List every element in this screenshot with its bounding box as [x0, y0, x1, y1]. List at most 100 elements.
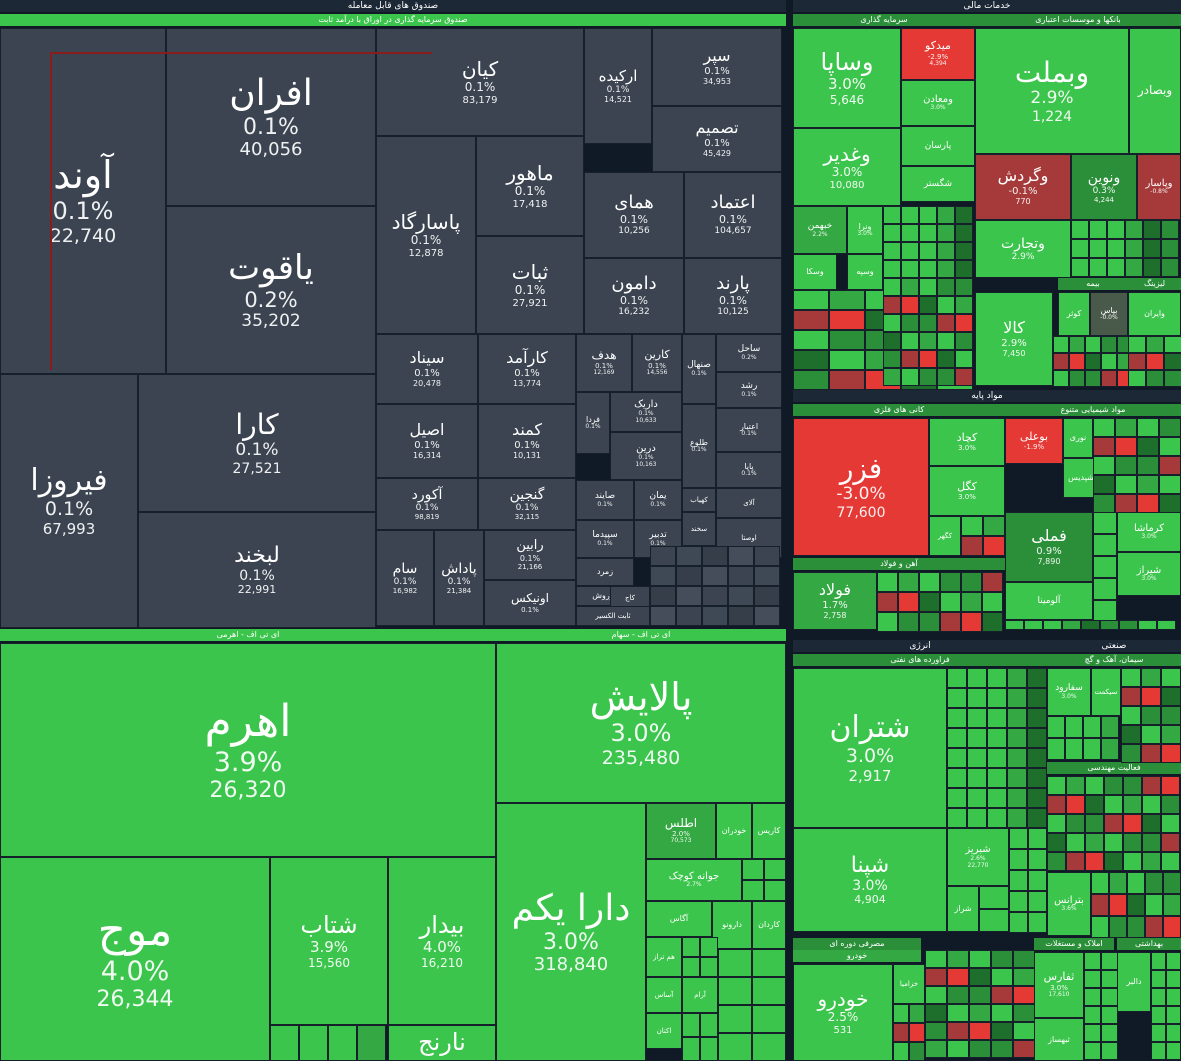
treemap-tile-small[interactable]	[1013, 1022, 1035, 1040]
treemap-tile-small[interactable]	[718, 1033, 752, 1061]
treemap-tile-small[interactable]	[947, 668, 967, 688]
treemap-tile[interactable]: سیناد 0.1% 20,478	[376, 334, 478, 404]
treemap-tile-small[interactable]	[1047, 814, 1066, 833]
treemap-tile-small[interactable]	[937, 350, 955, 368]
treemap-tile[interactable]: فولاد 1.7% 2,758	[793, 572, 877, 630]
treemap-tile-small[interactable]	[1007, 668, 1027, 688]
treemap-tile[interactable]: دامون 0.1% 16,232	[584, 258, 684, 334]
treemap-tile-small[interactable]	[1066, 833, 1085, 852]
treemap-tile-small[interactable]	[1104, 795, 1123, 814]
treemap-tile-small[interactable]	[1137, 456, 1159, 475]
treemap-tile-small[interactable]	[877, 612, 898, 632]
treemap-tile-small[interactable]	[718, 949, 752, 977]
treemap-tile-small[interactable]	[1104, 776, 1123, 795]
treemap-tile-small[interactable]	[969, 986, 991, 1004]
treemap-tile-small[interactable]	[299, 1025, 328, 1061]
treemap-tile-small[interactable]	[991, 1004, 1013, 1022]
treemap-tile-small[interactable]	[1007, 728, 1027, 748]
treemap-tile[interactable]: یمان 0.1%	[634, 480, 682, 520]
treemap-tile[interactable]: کاردان	[752, 901, 786, 949]
treemap-tile-small[interactable]	[1028, 891, 1047, 912]
treemap-tile-small[interactable]	[1123, 833, 1142, 852]
treemap-tile-small[interactable]	[961, 572, 982, 592]
treemap-tile-small[interactable]	[1164, 353, 1181, 370]
treemap-tile[interactable]: وساپا 3.0% 5,646	[793, 28, 901, 128]
treemap-tile-small[interactable]	[1138, 620, 1157, 630]
treemap-tile-small[interactable]	[1161, 239, 1179, 258]
treemap-tile-small[interactable]	[754, 566, 780, 586]
treemap-tile-small[interactable]	[700, 957, 718, 977]
treemap-tile-small[interactable]	[1013, 968, 1035, 986]
treemap-tile-small[interactable]	[1163, 894, 1181, 916]
treemap-tile-small[interactable]	[1085, 336, 1101, 353]
treemap-tile[interactable]: ونوین 0.3% 4,244	[1071, 154, 1137, 220]
treemap-tile-small[interactable]	[883, 206, 901, 224]
treemap-tile-small[interactable]	[919, 592, 940, 612]
treemap-tile-small[interactable]	[955, 278, 973, 296]
treemap-tile-small[interactable]	[1151, 1042, 1166, 1060]
treemap-tile[interactable]: ثبهساز	[1034, 1018, 1084, 1061]
treemap-tile-small[interactable]	[793, 290, 829, 310]
treemap-tile[interactable]: اکتان	[646, 1013, 682, 1049]
treemap-tile-small[interactable]	[877, 592, 898, 612]
treemap-tile-small[interactable]	[955, 224, 973, 242]
treemap-tile[interactable]: ساحل 0.2%	[716, 334, 782, 372]
treemap-tile-small[interactable]	[1084, 1042, 1101, 1060]
treemap-tile-small[interactable]	[702, 566, 728, 586]
treemap-tile-small[interactable]	[1151, 970, 1166, 988]
treemap-tile-small[interactable]	[1047, 795, 1066, 814]
treemap-tile-small[interactable]	[1121, 668, 1141, 687]
treemap-tile-small[interactable]	[754, 586, 780, 606]
treemap-tile-small[interactable]	[925, 968, 947, 986]
treemap-tile-small[interactable]	[991, 986, 1013, 1004]
treemap-tile-small[interactable]	[1089, 239, 1107, 258]
treemap-tile-small[interactable]	[1013, 1004, 1035, 1022]
treemap-tile-small[interactable]	[1145, 916, 1163, 938]
treemap-tile-small[interactable]	[955, 314, 973, 332]
treemap-tile-small[interactable]	[909, 1042, 925, 1061]
treemap-tile-small[interactable]	[1119, 620, 1138, 630]
treemap-tile[interactable]: خودران	[716, 803, 752, 859]
treemap-tile-small[interactable]	[1069, 336, 1085, 353]
treemap-tile-small[interactable]	[919, 350, 937, 368]
treemap-tile-small[interactable]	[1141, 744, 1161, 763]
treemap-tile-small[interactable]	[1161, 833, 1180, 852]
treemap-tile[interactable]: خودرو 2.5% 531	[793, 964, 893, 1061]
treemap-tile-small[interactable]	[764, 859, 786, 880]
treemap-tile-small[interactable]	[1141, 725, 1161, 744]
treemap-tile-small[interactable]	[1151, 1006, 1166, 1024]
treemap-tile-small[interactable]	[1142, 833, 1161, 852]
treemap-tile[interactable]: سپر 0.1% 34,953	[652, 28, 782, 106]
treemap-tile[interactable]: سخند	[682, 512, 716, 546]
treemap-tile-small[interactable]	[919, 296, 937, 314]
treemap-tile-small[interactable]	[955, 260, 973, 278]
treemap-tile-small[interactable]	[919, 572, 940, 592]
treemap-tile[interactable]: بترانس 3.6%	[1047, 872, 1091, 936]
treemap-tile[interactable]: آلومینا	[1005, 582, 1093, 620]
treemap-tile-small[interactable]	[1166, 988, 1181, 1006]
treemap-tile-small[interactable]	[947, 748, 967, 768]
treemap-tile-small[interactable]	[1085, 833, 1104, 852]
treemap-tile-small[interactable]	[1065, 716, 1083, 738]
treemap-tile-small[interactable]	[937, 296, 955, 314]
treemap-tile-small[interactable]	[947, 968, 969, 986]
treemap-tile-small[interactable]	[947, 688, 967, 708]
treemap-tile-small[interactable]	[1101, 1006, 1118, 1024]
treemap-tile-small[interactable]	[947, 1022, 969, 1040]
treemap-tile-small[interactable]	[1101, 370, 1117, 387]
treemap-tile-small[interactable]	[793, 330, 829, 350]
treemap-tile[interactable]: کاریس	[752, 803, 786, 859]
treemap-tile[interactable]: میدکو -2.9% 4,394	[901, 28, 975, 80]
treemap-tile[interactable]: آلای	[716, 488, 782, 518]
treemap-tile-small[interactable]	[1161, 814, 1180, 833]
treemap-tile-small[interactable]	[1141, 706, 1161, 725]
treemap-tile-small[interactable]	[1164, 336, 1181, 353]
treemap-tile[interactable]: کچاد 3.0%	[929, 418, 1005, 466]
treemap-tile-small[interactable]	[1089, 220, 1107, 239]
treemap-tile[interactable]: کارین 0.1% 14,556	[632, 334, 682, 392]
treemap-tile-small[interactable]	[1166, 1006, 1181, 1024]
treemap-tile-small[interactable]	[1081, 620, 1100, 630]
treemap-tile-small[interactable]	[901, 314, 919, 332]
treemap-tile-small[interactable]	[1151, 988, 1166, 1006]
treemap-tile-small[interactable]	[829, 290, 865, 310]
